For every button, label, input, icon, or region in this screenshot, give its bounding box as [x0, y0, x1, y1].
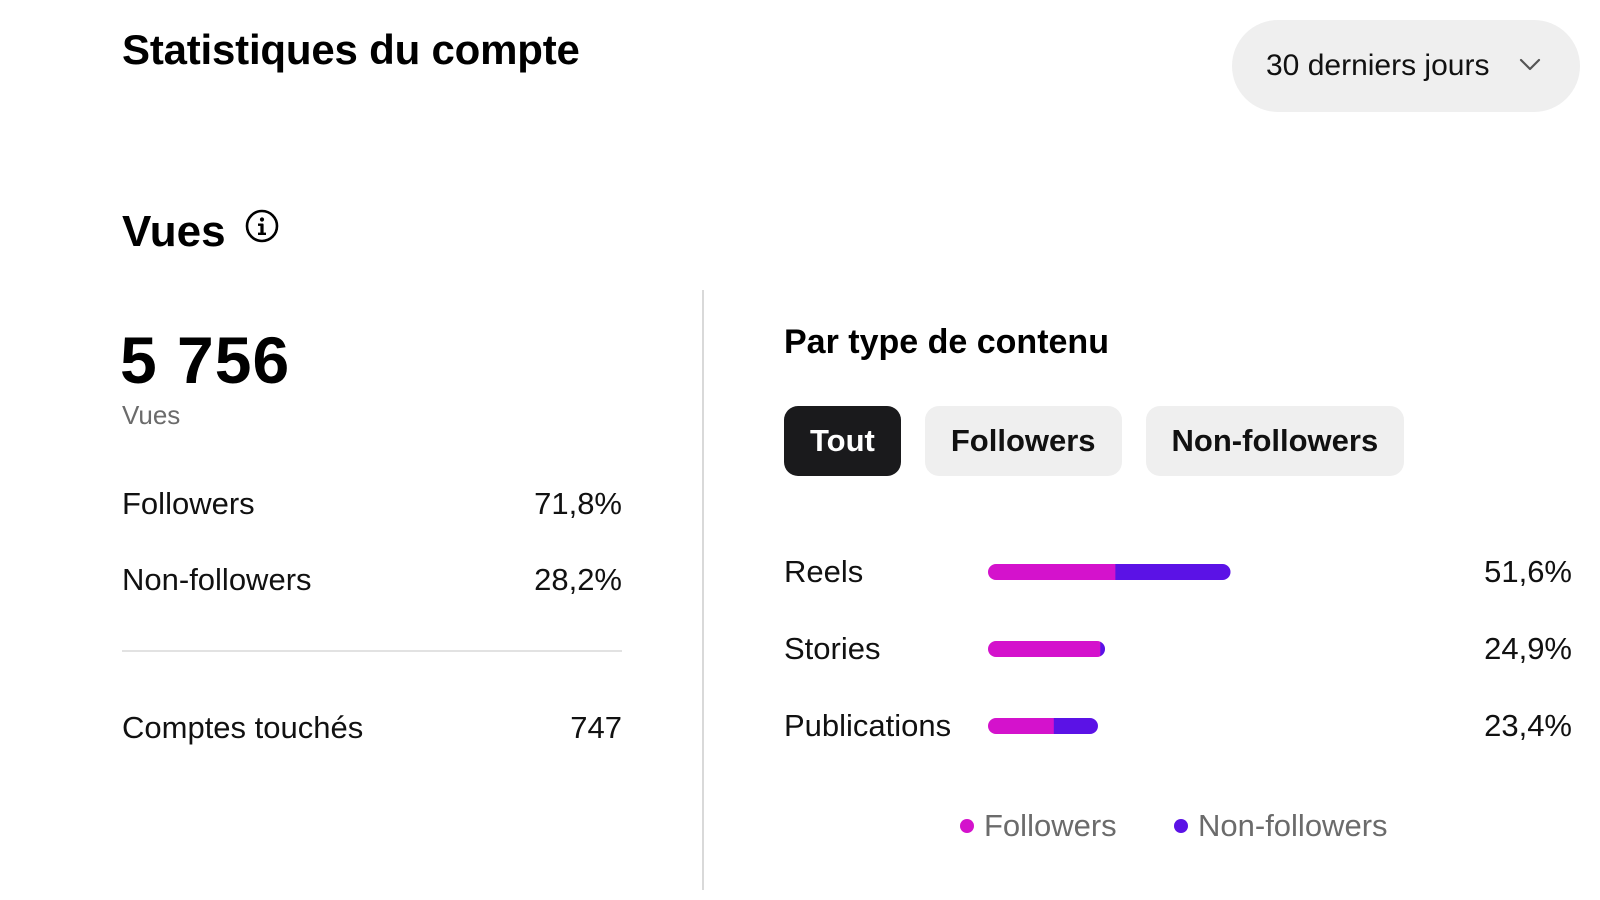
- accounts-reached-label: Comptes touchés: [122, 710, 364, 745]
- tab-all[interactable]: Tout: [784, 406, 901, 476]
- category-label-stories: Stories: [784, 631, 881, 666]
- bar-reels-followers: [988, 564, 1116, 580]
- category-label-reels: Reels: [784, 554, 864, 589]
- followers-legend-dot: [960, 819, 974, 833]
- views-total-caption: Vues: [122, 400, 181, 430]
- info-icon[interactable]: [244, 208, 280, 244]
- accounts-reached-row: Comptes touchés 747: [122, 706, 622, 750]
- value-label-stories: 24,9%: [1484, 631, 1572, 666]
- value-label-publications: 23,4%: [1484, 708, 1572, 743]
- period-dropdown[interactable]: 30 derniers jours: [1232, 20, 1580, 112]
- accounts-reached-value: 747: [570, 710, 622, 745]
- non-followers-share-row: Non-followers 28,2%: [122, 558, 622, 602]
- bar-stories-followers: [988, 641, 1101, 657]
- followers-share-row: Followers 71,8%: [122, 482, 622, 526]
- content-type-title: Par type de contenu: [784, 323, 1109, 361]
- views-total-value: 5 756: [120, 323, 291, 397]
- page-title: Statistiques du compte: [122, 26, 580, 73]
- views-section-title: Vues: [122, 207, 226, 256]
- stats-divider: [122, 650, 622, 652]
- non-followers-legend-dot: [1174, 819, 1188, 833]
- audience-filter-tabs: Tout Followers Non-followers: [784, 406, 1405, 476]
- followers-share-label: Followers: [122, 486, 255, 521]
- column-divider: [702, 290, 704, 890]
- tab-followers[interactable]: Followers: [924, 406, 1122, 476]
- category-label-publications: Publications: [784, 708, 952, 743]
- non-followers-share-label: Non-followers: [122, 562, 312, 597]
- followers-legend-label: Followers: [984, 808, 1117, 843]
- tab-non-followers[interactable]: Non-followers: [1145, 406, 1405, 476]
- bar-stories-non-followers: [1100, 641, 1106, 657]
- followers-share-value: 71,8%: [534, 486, 622, 521]
- period-dropdown-label: 30 derniers jours: [1266, 49, 1490, 82]
- non-followers-legend-label: Non-followers: [1198, 808, 1388, 843]
- bar-publications-followers: [988, 718, 1055, 734]
- chevron-down-icon: [1519, 58, 1541, 71]
- legend-item-followers: Followers: [960, 808, 1117, 844]
- views-section-header: Vues: [122, 204, 280, 260]
- legend-item-non-followers: Non-followers: [1174, 808, 1388, 844]
- value-label-reels: 51,6%: [1484, 554, 1572, 589]
- non-followers-share-value: 28,2%: [534, 562, 622, 597]
- bar-reels-non-followers: [1115, 564, 1231, 580]
- bar-publications-non-followers: [1053, 718, 1098, 734]
